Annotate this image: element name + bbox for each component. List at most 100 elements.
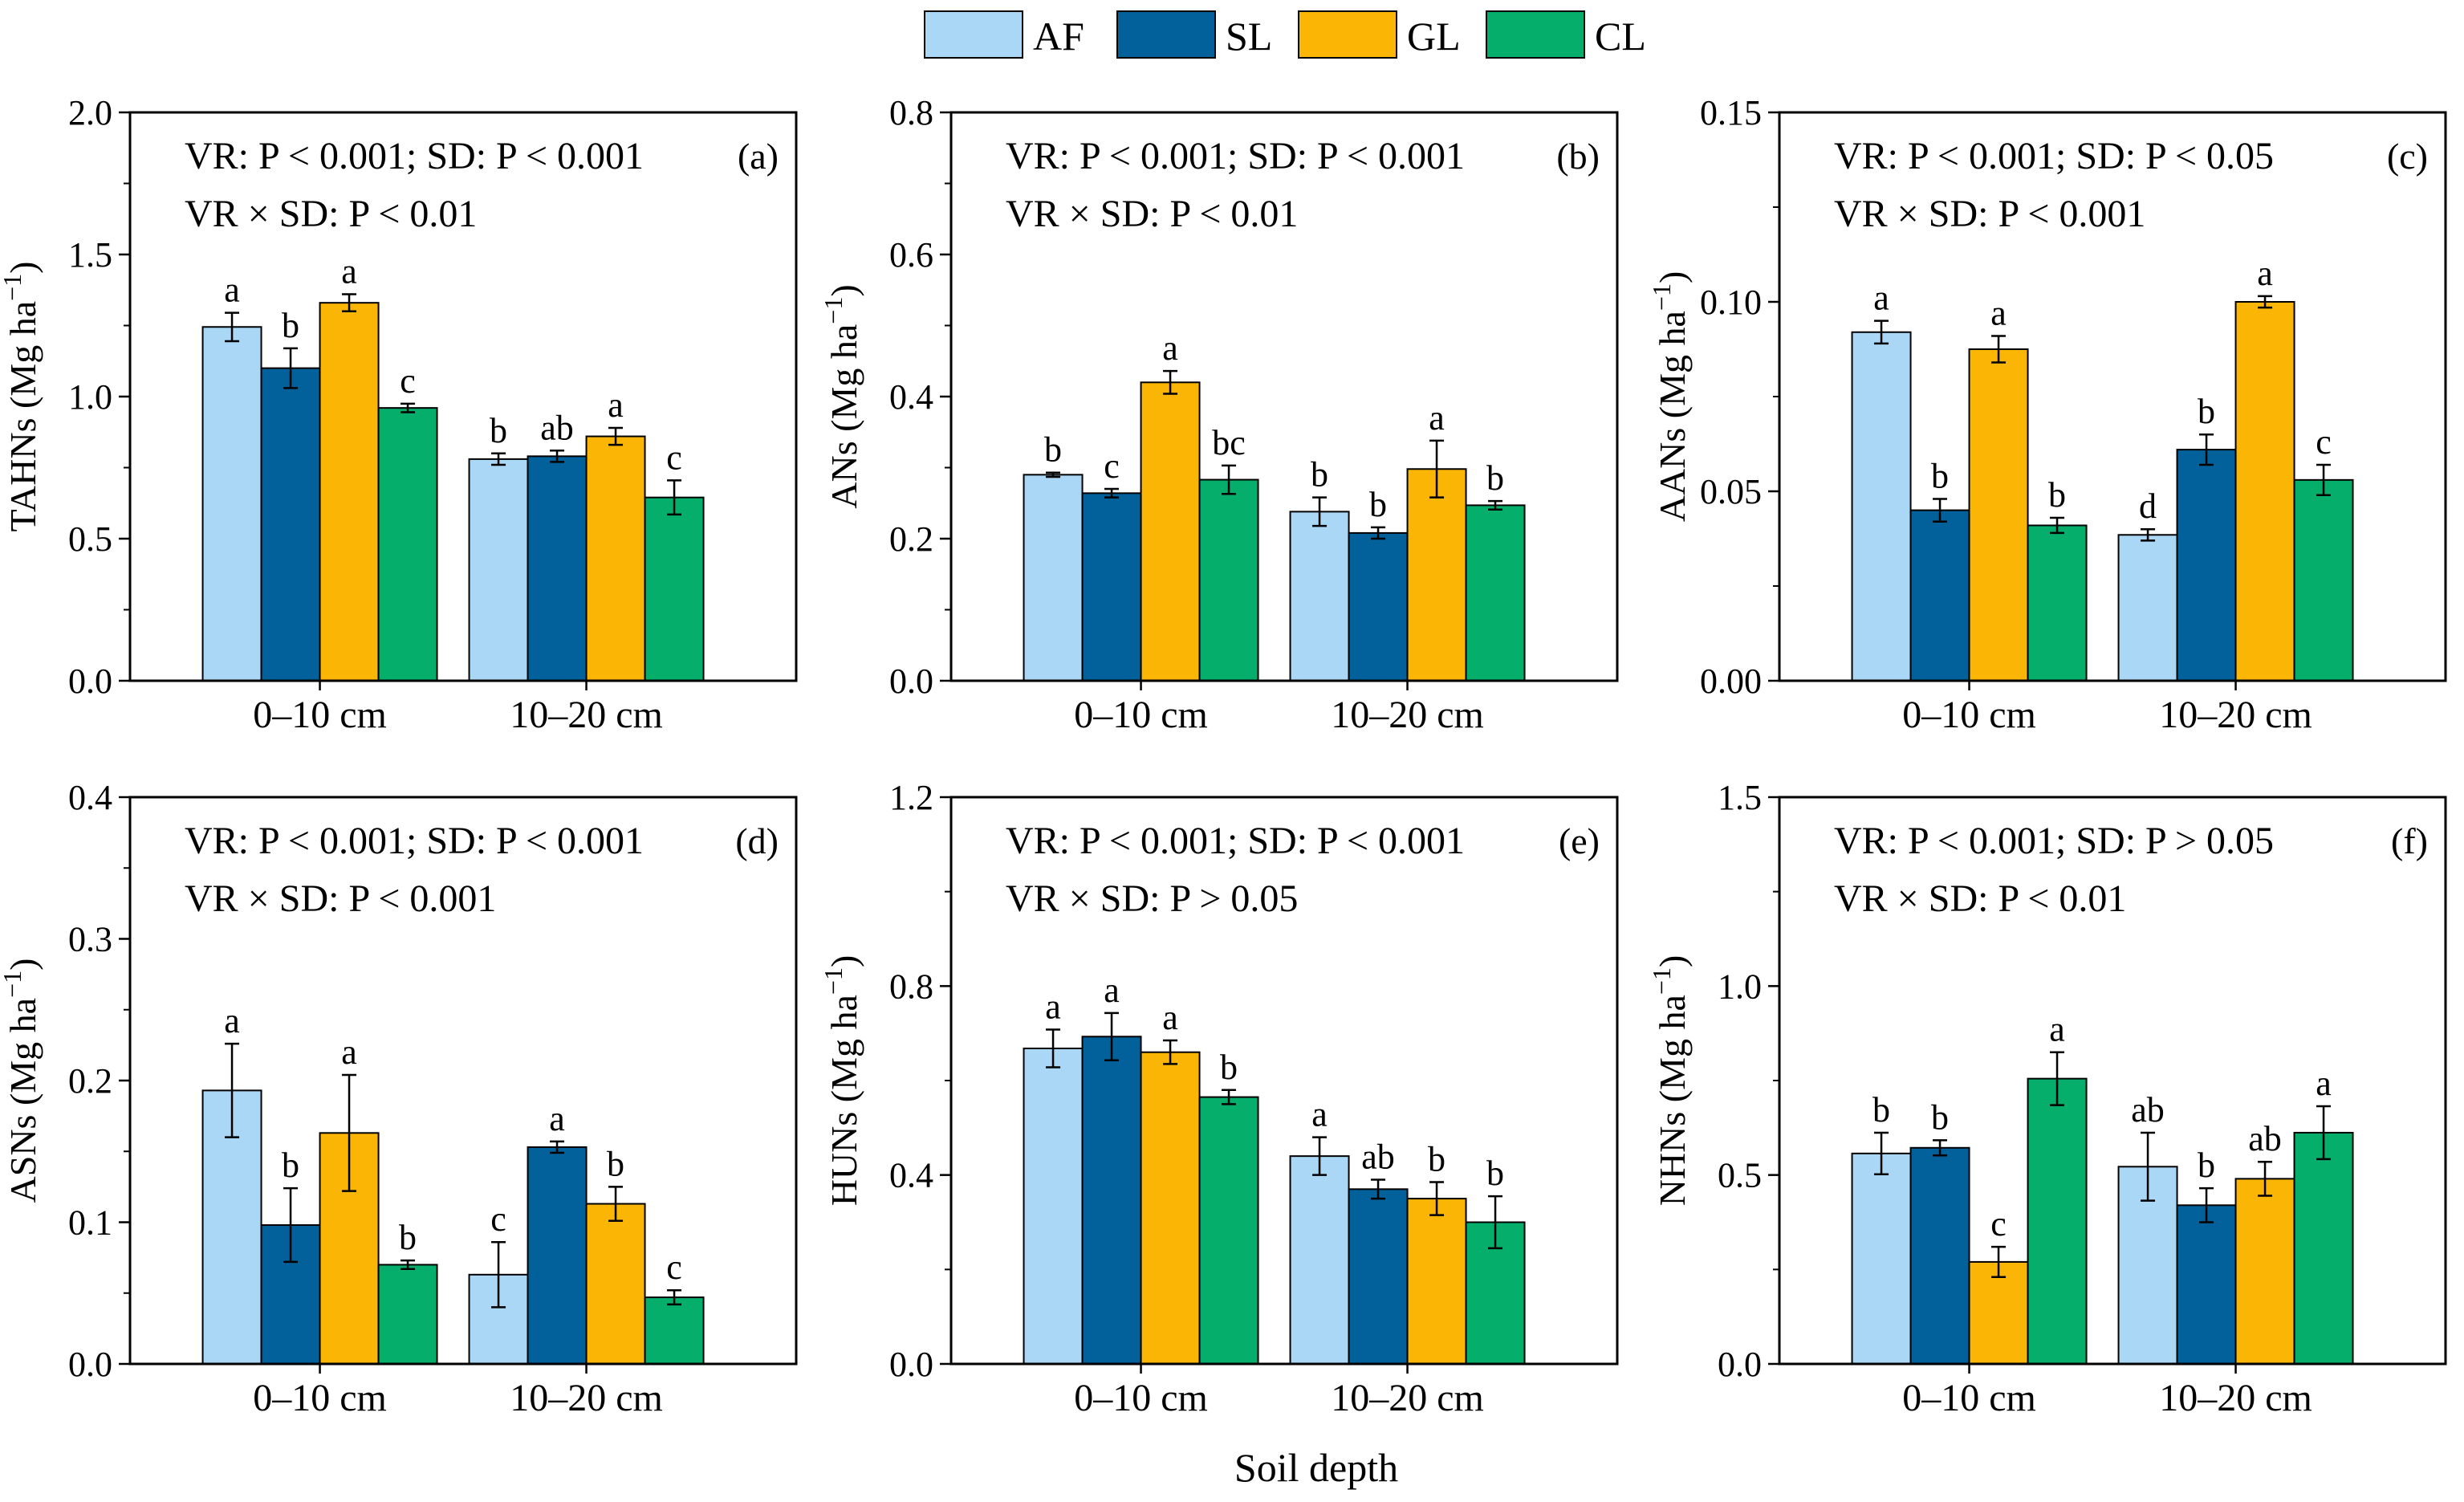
panel-tag: (f) <box>2391 820 2428 861</box>
y-tick-label: 0.0 <box>889 1345 933 1384</box>
y-tick-label: 0.8 <box>889 93 933 132</box>
plot-frame <box>128 111 798 682</box>
bar-gl <box>1406 1198 1467 1366</box>
significance-letter: ab <box>2131 1090 2165 1130</box>
bar-cl <box>644 496 705 682</box>
significance-letter: b <box>2198 1146 2215 1185</box>
legend-swatch-sl <box>1116 10 1216 59</box>
x-tick-label: 0–10 cm <box>253 1377 387 1419</box>
legend-swatch-af <box>924 10 1023 59</box>
y-tick-label: 1.5 <box>68 235 112 275</box>
significance-letter: a <box>341 252 357 291</box>
y-tick-label: 0.1 <box>68 1203 112 1243</box>
y-tick-label: 1.0 <box>1718 967 1762 1006</box>
bar-cl <box>377 407 438 682</box>
legend-label-af: AF <box>1033 14 1084 59</box>
plot-frame <box>949 111 1619 682</box>
significance-letter: c <box>1104 446 1120 486</box>
bar-af <box>2117 534 2178 682</box>
x-tick-label: 10–20 cm <box>510 694 663 736</box>
y-tick-label: 0.4 <box>889 377 933 417</box>
x-tick-label: 10–20 cm <box>510 1377 663 1419</box>
y-tick-label: 0.0 <box>889 661 933 701</box>
significance-letter: b <box>1931 1097 1949 1137</box>
significance-letter: b <box>282 306 299 345</box>
significance-letter: a <box>341 1032 357 1072</box>
y-axis-label-close: ) <box>823 955 864 967</box>
bar-af <box>468 458 529 682</box>
bar-cl <box>1465 504 1526 682</box>
y-axis-label-main: NHNs (Mg ha <box>1652 995 1693 1206</box>
stats-line-1: VR: P < 0.001; SD: P < 0.001 <box>185 820 644 862</box>
significance-letter: c <box>1990 1204 2007 1244</box>
y-tick-label: 0.05 <box>1700 472 1762 511</box>
significance-letter: b <box>1931 456 1949 495</box>
significance-letter: a <box>1104 971 1120 1010</box>
bar-gl <box>1968 1260 2029 1366</box>
y-tick-label: 0.00 <box>1700 661 1762 701</box>
bar-gl <box>319 302 380 682</box>
y-tick-label: 0.6 <box>889 235 933 275</box>
panel-tag: (a) <box>738 136 779 177</box>
significance-letter: a <box>1162 998 1178 1037</box>
y-axis-label-close: ) <box>2 262 43 274</box>
y-axis-label-close: ) <box>823 284 864 296</box>
significance-letter: b <box>1486 458 1504 498</box>
legend-label-cl: CL <box>1595 14 1646 59</box>
stats-line-1: VR: P < 0.001; SD: P < 0.001 <box>1006 135 1465 177</box>
bar-sl <box>2176 449 2237 682</box>
y-axis-label-superscript: −1 <box>819 297 848 324</box>
stats-line-1: VR: P < 0.001; SD: P < 0.001 <box>185 135 644 177</box>
bar-gl <box>1140 381 1201 682</box>
stats-line-2: VR × SD: P < 0.01 <box>185 193 477 235</box>
significance-letter: b <box>1311 455 1328 495</box>
significance-letter: a <box>2049 1010 2065 1049</box>
x-tick-label: 10–20 cm <box>1331 1377 1484 1419</box>
y-axis-label: ASNs (Mg ha−1) <box>0 959 43 1203</box>
significance-letter: b <box>607 1144 624 1183</box>
x-tick-label: 0–10 cm <box>1902 694 2036 736</box>
bar-sl <box>1909 1146 1970 1366</box>
y-tick-label: 0.0 <box>68 661 112 701</box>
y-tick-label: 0.5 <box>1718 1156 1762 1195</box>
y-axis-label-close: ) <box>2 959 43 971</box>
bar-sl <box>260 367 321 682</box>
bar-gl <box>1140 1051 1201 1365</box>
y-tick-label: 1.5 <box>1718 778 1762 817</box>
significance-letter: b <box>1872 1090 1890 1130</box>
bar-gl <box>1406 468 1467 682</box>
significance-letter: b <box>2198 392 2215 431</box>
stats-line-1: VR: P < 0.001; SD: P < 0.001 <box>1006 820 1465 862</box>
y-axis-label-main: ANs (Mg ha <box>823 324 864 509</box>
y-axis-label-main: HUNs (Mg ha <box>823 995 864 1206</box>
significance-letter: b <box>1220 1048 1238 1087</box>
bar-sl <box>2176 1204 2237 1365</box>
y-axis-label-main: ASNs (Mg ha <box>2 998 43 1203</box>
bar-sl <box>1909 509 1970 682</box>
bar-gl <box>585 435 646 682</box>
y-axis-label-main: TAHNs (Mg ha <box>2 301 43 532</box>
stats-line-2: VR × SD: P < 0.001 <box>1834 193 2145 235</box>
y-tick-label: 0.10 <box>1700 283 1762 322</box>
legend: AF SL GL CL <box>924 10 1646 59</box>
y-axis-label-main: AANs (Mg ha <box>1652 311 1693 522</box>
significance-letter: ab <box>2248 1119 2282 1158</box>
significance-letter: b <box>1044 430 1062 470</box>
bar-gl <box>2234 1178 2295 1365</box>
bar-sl <box>1081 492 1142 682</box>
bar-gl <box>1968 348 2029 682</box>
y-tick-label: 0.4 <box>889 1156 933 1195</box>
significance-letter: c <box>666 438 682 477</box>
significance-letter: a <box>1990 293 2007 332</box>
bar-cl <box>2293 478 2354 682</box>
bar-cl <box>2293 1131 2354 1366</box>
x-tick-label: 0–10 cm <box>1902 1377 2036 1419</box>
bar-af <box>1023 1047 1084 1365</box>
significance-letter: a <box>1873 279 1889 318</box>
plot-frame <box>1778 111 2447 682</box>
significance-letter: b <box>490 411 507 450</box>
significance-letter: a <box>1311 1095 1328 1134</box>
